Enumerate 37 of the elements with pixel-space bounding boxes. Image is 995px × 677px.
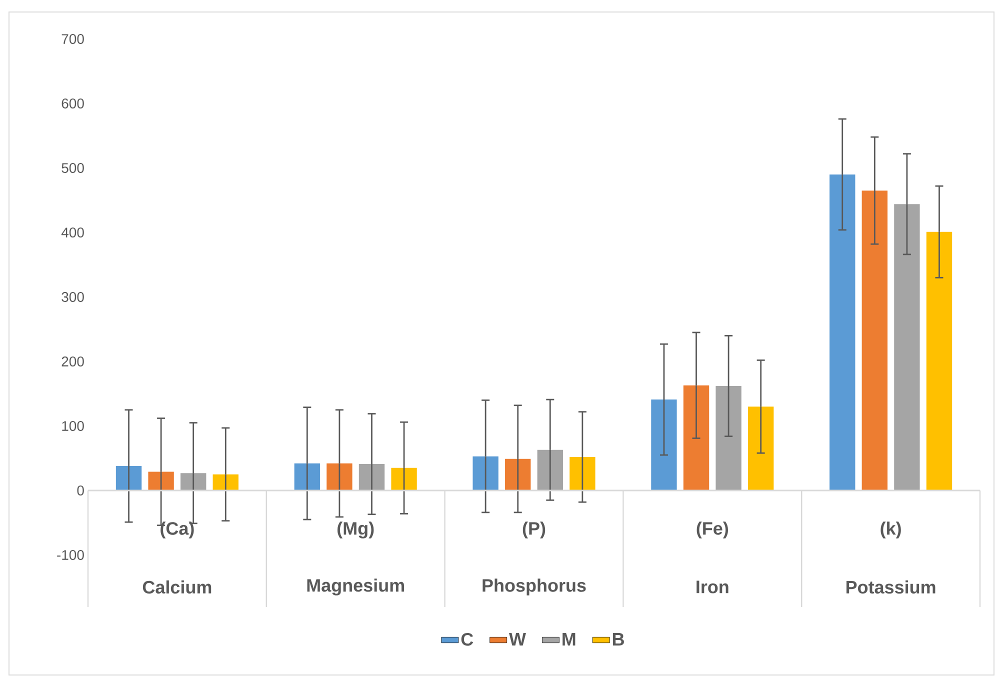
- text: Phosphorus: [482, 578, 586, 596]
- legend-label: W: [509, 633, 526, 646]
- text: Calcium: [142, 580, 212, 594]
- bar: [294, 463, 320, 490]
- bar: [570, 456, 596, 490]
- bar: [472, 456, 498, 490]
- bar: [894, 204, 920, 490]
- y-tick-label: -100: [57, 550, 84, 560]
- y-tick-label: 700: [62, 34, 84, 44]
- bar: [537, 450, 563, 490]
- y-tick-label: 500: [62, 163, 84, 173]
- y-tick-label: 400: [61, 228, 84, 238]
- x-tick-label: (P): [522, 522, 546, 538]
- y-tick-label: 300: [62, 292, 84, 302]
- y-tick-label: 600: [62, 98, 84, 108]
- bar: [716, 386, 742, 490]
- y-tick-label: 100: [62, 421, 84, 431]
- text: Potassium: [846, 580, 936, 594]
- legend-label: B: [612, 633, 624, 646]
- x-tick-label: (k): [880, 522, 901, 538]
- bar: [926, 232, 952, 490]
- y-tick-label: 0: [77, 486, 84, 496]
- x-tick-label: (Ca): [160, 522, 194, 538]
- bar: [830, 174, 856, 490]
- y-tick-label: 200: [62, 356, 84, 366]
- text: Iron: [696, 580, 728, 594]
- legend-label: C: [461, 632, 474, 646]
- bar: [326, 463, 352, 490]
- bar: [116, 466, 142, 490]
- bar: [505, 458, 531, 490]
- bar: [358, 464, 385, 490]
- x-tick-label: (Fe): [696, 522, 728, 538]
- bar: [391, 468, 417, 490]
- legend-label: M: [562, 633, 576, 646]
- x-tick-label: (Mg): [338, 522, 374, 538]
- bar: [862, 190, 888, 490]
- text: Magnesium: [307, 578, 404, 596]
